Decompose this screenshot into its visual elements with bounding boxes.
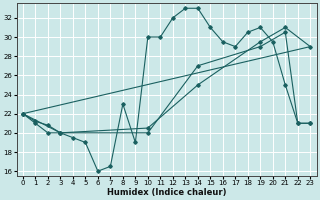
X-axis label: Humidex (Indice chaleur): Humidex (Indice chaleur) [107,188,226,197]
